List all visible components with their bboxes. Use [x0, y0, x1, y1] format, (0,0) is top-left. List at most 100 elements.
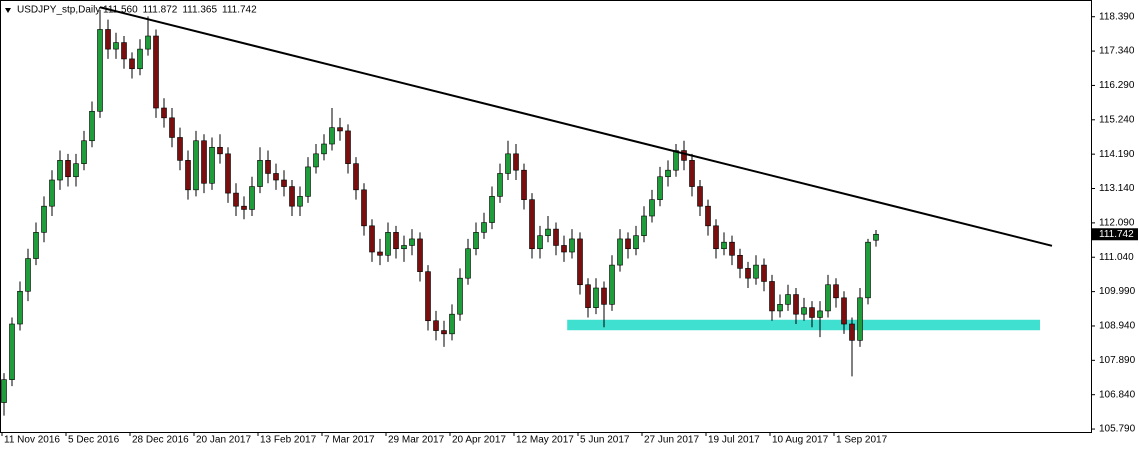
candle-body: [793, 294, 799, 315]
candle-body: [257, 160, 263, 187]
candle-body: [305, 166, 311, 197]
candle-body: [249, 186, 255, 210]
candle-body: [377, 251, 383, 256]
candle-body: [809, 307, 815, 318]
candle-body: [49, 179, 55, 207]
y-tick-label: 118.390: [1099, 11, 1135, 22]
candle-body: [369, 225, 375, 253]
candle-body: [593, 287, 599, 308]
candle-body: [553, 228, 559, 246]
x-tick-label: 1 Sep 2017: [836, 435, 888, 446]
candle-body: [569, 238, 575, 253]
candle-body: [737, 254, 743, 269]
candle-body: [865, 241, 871, 299]
candle-body: [457, 277, 463, 315]
x-tick-label: 12 May 2017: [516, 435, 574, 446]
y-tick-label: 115.240: [1099, 114, 1135, 125]
candle-body: [745, 268, 751, 279]
candle-body: [121, 42, 127, 60]
candle-body: [481, 222, 487, 233]
candle-body: [281, 179, 287, 187]
menu-arrow: [5, 8, 11, 13]
candle-body: [833, 284, 839, 299]
header-value: 111.365: [182, 5, 217, 16]
candle-body: [201, 140, 207, 184]
candle-body: [801, 307, 807, 315]
y-tick-label: 114.190: [1099, 149, 1135, 160]
candle-body: [97, 29, 103, 112]
candle-body: [753, 264, 759, 279]
y-tick-label: 113.140: [1099, 183, 1135, 194]
candle-body: [9, 323, 15, 380]
candle-body: [777, 304, 783, 312]
candle-body: [289, 186, 295, 207]
candle-body: [857, 297, 863, 341]
candle-body: [689, 160, 695, 187]
candle-body: [161, 107, 167, 119]
candle-body: [233, 192, 239, 207]
candle-body: [433, 320, 439, 331]
candle-body: [721, 241, 727, 250]
x-tick-label: 7 Mar 2017: [324, 435, 375, 446]
candle-body: [313, 153, 319, 168]
candle-body: [321, 143, 327, 155]
candle-body: [145, 35, 151, 50]
candle-body: [657, 176, 663, 200]
last-price-label: 111.742: [1099, 229, 1134, 240]
y-tick-label: 116.290: [1099, 80, 1135, 91]
y-tick-label: 105.790: [1099, 424, 1136, 435]
candle-body: [665, 169, 671, 178]
candle-body: [849, 323, 855, 341]
candle-body: [873, 233, 879, 241]
candle-body: [425, 271, 431, 322]
candle-body: [505, 153, 511, 174]
candle-body: [673, 150, 679, 171]
candle-body: [537, 235, 543, 250]
candle-body: [841, 297, 847, 325]
candle-body: [489, 196, 495, 223]
x-tick-label: 5 Jun 2017: [580, 435, 630, 446]
candle-body: [265, 160, 271, 174]
y-tick-label: 117.340: [1099, 46, 1135, 57]
candle-body: [609, 264, 615, 305]
y-tick-label: 109.990: [1099, 286, 1136, 297]
candle-body: [41, 205, 47, 233]
chart-title: USDJPY_stp,Daily: [17, 5, 100, 16]
x-tick-label: 13 Feb 2017: [260, 435, 317, 446]
last-price-box: [1092, 228, 1138, 241]
candle-body: [633, 235, 639, 250]
candle-body: [17, 290, 23, 325]
candle-body: [625, 238, 631, 250]
candle-body: [601, 287, 607, 305]
candle-body: [153, 35, 159, 109]
support-zone: [567, 319, 1040, 331]
candle-body: [577, 238, 583, 286]
trend-line: [99, 6, 1053, 247]
plot-frame: [0, 0, 1092, 433]
x-tick-label: 20 Apr 2017: [452, 435, 506, 446]
candle-body: [473, 232, 479, 250]
header-value: 111.742: [222, 5, 257, 16]
y-tick-label: 111.040: [1099, 252, 1134, 263]
candle-body: [817, 310, 823, 318]
candle-body: [513, 153, 519, 171]
candle-body: [25, 258, 31, 292]
candle-body: [89, 110, 95, 142]
candle-body: [137, 48, 143, 70]
candle-body: [585, 284, 591, 308]
candle-body: [545, 228, 551, 236]
y-tick-label: 106.840: [1099, 389, 1136, 400]
candle-body: [713, 225, 719, 250]
y-tick-label: 108.940: [1099, 321, 1136, 332]
candle-body: [129, 58, 135, 70]
x-tick-label: 27 Jun 2017: [644, 435, 699, 446]
candle-body: [705, 205, 711, 227]
candle-body: [169, 117, 175, 138]
candle-body: [105, 29, 111, 50]
candle-body: [681, 150, 687, 161]
x-tick-label: 28 Dec 2016: [132, 435, 189, 446]
y-tick-label: 107.890: [1099, 355, 1136, 366]
candle-body: [329, 127, 335, 145]
x-tick-label: 10 Aug 2017: [772, 435, 829, 446]
